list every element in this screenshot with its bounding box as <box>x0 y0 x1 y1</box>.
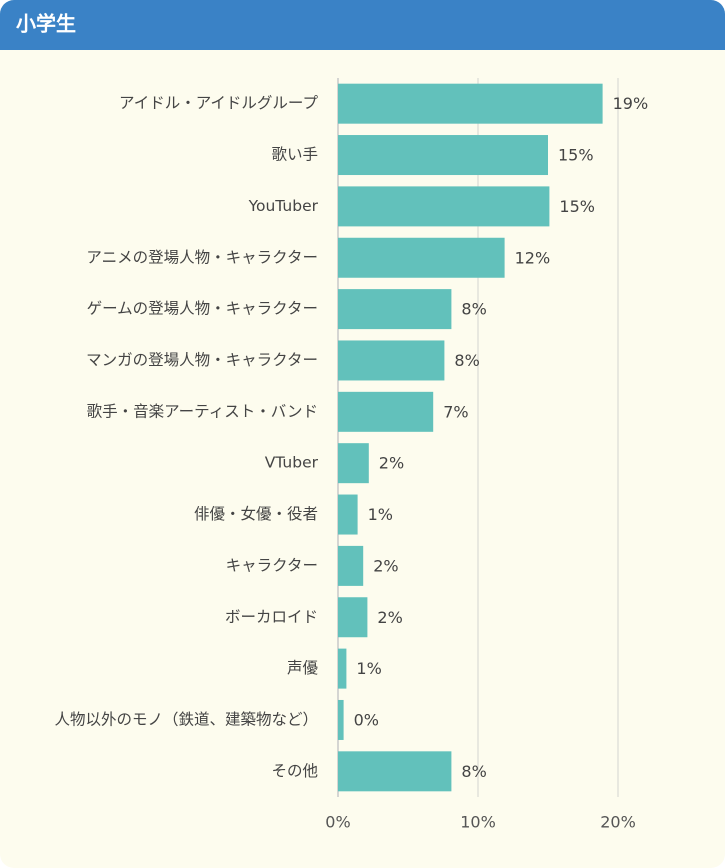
value-label: 15% <box>558 146 594 165</box>
y-tick-label: その他 <box>271 762 318 780</box>
chart-title: 小学生 <box>16 12 76 36</box>
value-label: 7% <box>443 402 468 421</box>
bar <box>338 237 505 278</box>
y-tick-label: アニメの登場人物・キャラクター <box>86 248 318 266</box>
bar <box>338 494 358 535</box>
value-label: 2% <box>377 608 402 627</box>
y-tick-label: 声優 <box>287 659 319 677</box>
value-label: 15% <box>559 197 595 216</box>
bar <box>338 186 550 227</box>
y-tick-label: キャラクター <box>226 556 318 574</box>
y-tick-label: マンガの登場人物・キャラクター <box>86 351 318 369</box>
value-label: 0% <box>354 710 379 729</box>
bar <box>338 751 452 792</box>
x-tick-label: 0% <box>325 813 350 832</box>
value-label: 8% <box>461 762 486 781</box>
bar <box>338 648 347 689</box>
value-label: 1% <box>356 659 381 678</box>
y-tick-label: ボーカロイド <box>225 608 318 626</box>
bar <box>338 83 603 124</box>
bar <box>338 289 452 330</box>
y-tick-label: 人物以外のモノ（鉄道、建築物など） <box>54 710 318 728</box>
value-label: 8% <box>461 300 486 319</box>
y-tick-label: ゲームの登場人物・キャラクター <box>87 300 318 318</box>
value-label: 19% <box>613 94 649 113</box>
y-tick-label: 歌手・音楽アーティスト・バンド <box>87 402 318 420</box>
bar <box>338 391 434 432</box>
x-tick-label: 10% <box>460 813 496 832</box>
value-label: 2% <box>379 454 404 473</box>
x-tick-label: 20% <box>600 813 636 832</box>
bar <box>338 340 445 381</box>
y-tick-label: YouTuber <box>248 197 319 215</box>
bar <box>338 135 548 176</box>
y-tick-label: 俳優・女優・役者 <box>194 504 318 523</box>
value-label: 1% <box>368 505 393 524</box>
bar <box>338 545 364 586</box>
y-tick-label: 歌い手 <box>271 146 318 164</box>
bar <box>338 597 368 638</box>
value-label: 2% <box>373 556 398 575</box>
bar <box>338 443 369 484</box>
y-tick-label: アイドル・アイドルグループ <box>119 94 319 112</box>
header-edge <box>0 44 725 50</box>
value-label: 8% <box>454 351 479 370</box>
y-tick-label: VTuber <box>265 454 319 472</box>
bar <box>338 699 344 740</box>
value-label: 12% <box>515 248 551 267</box>
